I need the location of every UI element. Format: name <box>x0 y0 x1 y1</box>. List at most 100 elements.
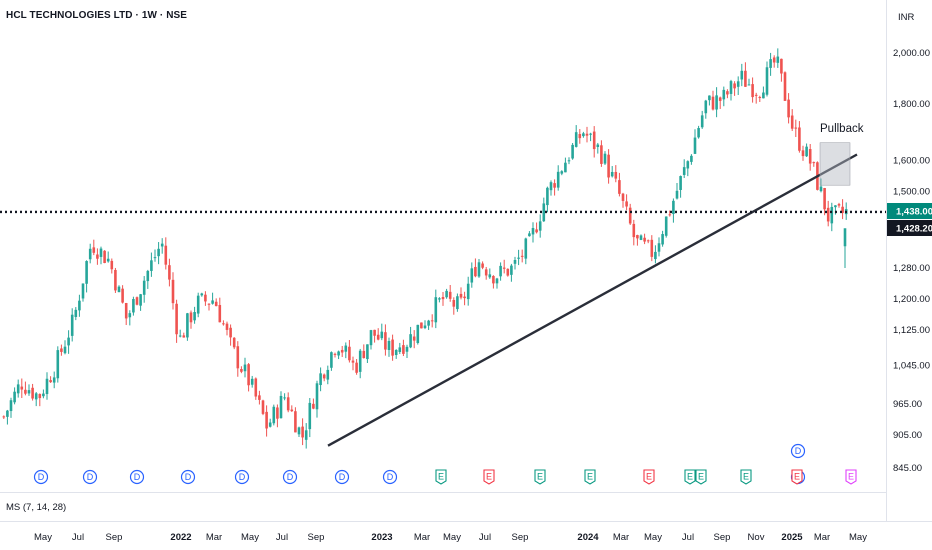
x-tick-label: May <box>443 532 461 543</box>
candle-body <box>240 369 243 372</box>
earnings-badge-label: E <box>537 472 543 482</box>
x-tick-label: 2023 <box>371 532 392 543</box>
candle-body <box>312 403 315 409</box>
x-tick-label: May <box>241 532 259 543</box>
y-tick-label: 1,125.00 <box>893 325 930 336</box>
candle-body <box>387 340 391 350</box>
y-tick-label: 1,045.00 <box>893 361 930 372</box>
chart-title: HCL TECHNOLOGIES LTD · 1W · NSE <box>6 10 188 21</box>
candle-body <box>402 345 405 354</box>
candle-body <box>117 286 121 293</box>
candle-body <box>488 274 492 278</box>
x-tick-label: May <box>849 532 867 543</box>
candle-body <box>56 350 60 379</box>
candle-body <box>535 229 538 233</box>
dividend-badge <box>790 443 806 459</box>
candle-body <box>549 182 553 191</box>
candle-body <box>736 81 740 87</box>
candle-body <box>492 275 495 284</box>
candle-body <box>765 67 769 95</box>
candle-body <box>574 132 578 147</box>
candle-body <box>268 422 272 427</box>
candle-body <box>826 207 830 222</box>
candle-body <box>430 320 434 322</box>
dividend-badge-label: D <box>287 472 294 482</box>
earnings-badge <box>845 469 857 485</box>
earnings-badge <box>643 469 655 485</box>
price-axis-divider <box>886 0 887 522</box>
candle-body <box>672 200 675 215</box>
candle-body <box>211 300 214 304</box>
candle-body <box>708 95 711 101</box>
candle-body <box>52 377 56 383</box>
indicator-label[interactable]: MS (7, 14, 28) <box>6 502 67 513</box>
candle-body <box>351 360 355 363</box>
candle-body <box>499 265 502 277</box>
candle-body <box>470 268 474 283</box>
candle-body <box>358 350 362 372</box>
candle-body <box>546 187 549 206</box>
dividend-badge-label: D <box>87 472 94 482</box>
candle-body <box>808 149 812 164</box>
candle-body <box>560 171 564 174</box>
candle-body <box>711 96 715 110</box>
candle-body <box>16 384 20 394</box>
candle-body <box>160 243 164 247</box>
candle-body <box>186 313 189 338</box>
candle-body <box>441 297 445 300</box>
earnings-badge-label: E <box>848 472 854 482</box>
pane-separator[interactable] <box>0 492 886 493</box>
candle-body <box>128 313 132 318</box>
candle-body <box>661 234 664 245</box>
candle-body <box>621 193 625 201</box>
candle-body <box>474 266 477 277</box>
candle-body <box>139 294 142 306</box>
candle-body <box>222 323 225 325</box>
candle-body <box>596 144 600 147</box>
candle-body <box>175 303 178 335</box>
x-tick-label: May <box>644 532 662 543</box>
candle-body <box>582 133 585 137</box>
earnings-badge-label: E <box>646 472 652 482</box>
candle-body <box>783 72 787 101</box>
candle-body <box>6 410 9 417</box>
currency-label[interactable]: INR <box>898 12 915 23</box>
candle-body <box>776 56 780 63</box>
dividend-badge <box>234 469 250 485</box>
candle-body <box>438 298 441 300</box>
candle-body <box>843 228 847 247</box>
candle-body <box>528 233 531 237</box>
candle-body <box>423 325 427 329</box>
candle-body <box>13 391 16 403</box>
candle-body <box>279 395 283 419</box>
candle-body <box>290 409 294 412</box>
candle-body <box>74 309 78 318</box>
candle-body <box>740 70 744 80</box>
candle-body <box>96 254 99 259</box>
candle-body <box>715 95 718 110</box>
candle-body <box>247 364 250 386</box>
candle-body <box>484 269 488 276</box>
candle-body <box>193 312 196 321</box>
earnings-badge-label: E <box>698 472 704 482</box>
candle-body <box>376 334 380 340</box>
candle-body <box>657 243 661 252</box>
x-tick-label: Mar <box>206 532 222 543</box>
candle-body <box>250 378 254 385</box>
candle-body <box>524 238 528 259</box>
candle-body <box>394 349 398 356</box>
dividend-badge <box>282 469 298 485</box>
candle-body <box>31 387 34 399</box>
candle-body <box>366 344 369 360</box>
candle-body <box>9 400 13 412</box>
candle-body <box>434 297 438 323</box>
candle-body <box>625 201 628 207</box>
candle-body <box>207 303 211 305</box>
y-tick-label: 1,280.00 <box>893 263 930 274</box>
candle-body <box>398 347 402 352</box>
candle-body <box>679 176 682 190</box>
x-tick-label: Jul <box>682 532 694 543</box>
candle-body <box>445 290 448 298</box>
candle-body <box>675 190 679 199</box>
